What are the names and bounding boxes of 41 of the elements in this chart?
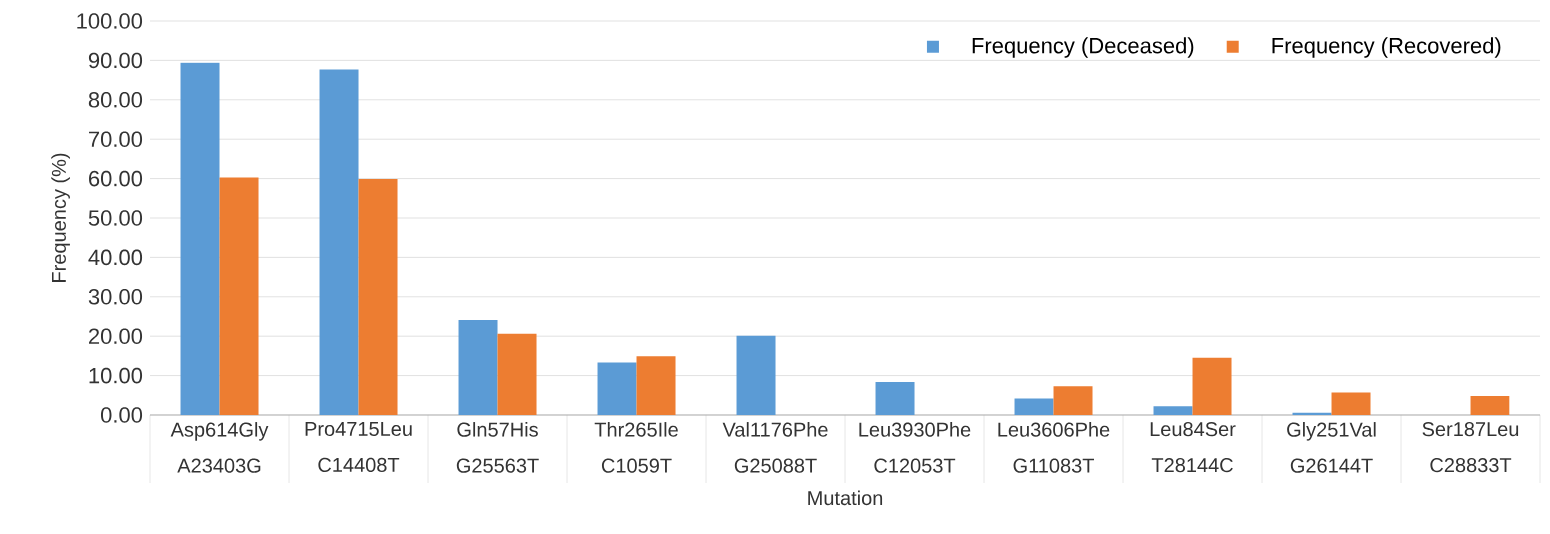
y-tick-label: 70.00 xyxy=(89,131,143,147)
y-tick-label: 100.00 xyxy=(77,13,143,29)
y-tick-label: 0.00 xyxy=(100,407,143,423)
bar xyxy=(319,69,359,415)
y-tick-label: 10.00 xyxy=(89,367,143,384)
x-tick-label: Gly251Val G26144T xyxy=(1287,422,1376,473)
x-tick-label: Leu3606Phe G11083T xyxy=(998,422,1110,473)
bar xyxy=(1470,396,1510,415)
y-tick-label: 50.00 xyxy=(88,210,143,226)
bar xyxy=(1331,392,1371,415)
bar xyxy=(736,335,776,415)
legend-label: Frequency (Deceased) xyxy=(972,37,1194,58)
bar xyxy=(219,177,259,415)
bar xyxy=(1192,357,1232,415)
bar xyxy=(358,178,398,415)
bar xyxy=(1014,398,1054,415)
x-axis-title: Mutation xyxy=(808,490,883,506)
x-tick-label: Leu84Ser T28144C xyxy=(1150,422,1236,473)
bar xyxy=(597,362,637,415)
y-tick-label: 30.00 xyxy=(88,289,143,305)
x-tick-label: Asp614Gly A23403G xyxy=(170,422,269,473)
y-tick-label: 60.00 xyxy=(89,170,143,187)
bar xyxy=(458,320,498,415)
bar xyxy=(875,381,915,415)
bar xyxy=(636,356,676,415)
x-tick-label: Val1176Phe G25088T xyxy=(722,422,828,473)
bar xyxy=(497,333,537,415)
bar xyxy=(1053,386,1093,415)
x-tick-label: Ser187Leu C28833T xyxy=(1422,422,1519,473)
x-tick-label: Leu3930Phe C12053T xyxy=(859,422,971,473)
bar xyxy=(1153,406,1193,415)
x-tick-label: Gln57His G25563T xyxy=(456,422,539,473)
legend-label: Frequency (Recovered) xyxy=(1272,37,1501,58)
y-tick-label: 40.00 xyxy=(88,249,143,266)
y-axis-title: Frequency (%) xyxy=(51,153,70,282)
bar xyxy=(180,62,220,415)
y-tick-label: 20.00 xyxy=(89,328,143,344)
x-tick-label: Pro4715Leu C14408T xyxy=(305,422,412,472)
y-tick-label: 90.00 xyxy=(88,52,143,69)
x-tick-label: Thr265Ile C1059T xyxy=(594,422,678,473)
y-tick-label: 80.00 xyxy=(88,92,143,108)
